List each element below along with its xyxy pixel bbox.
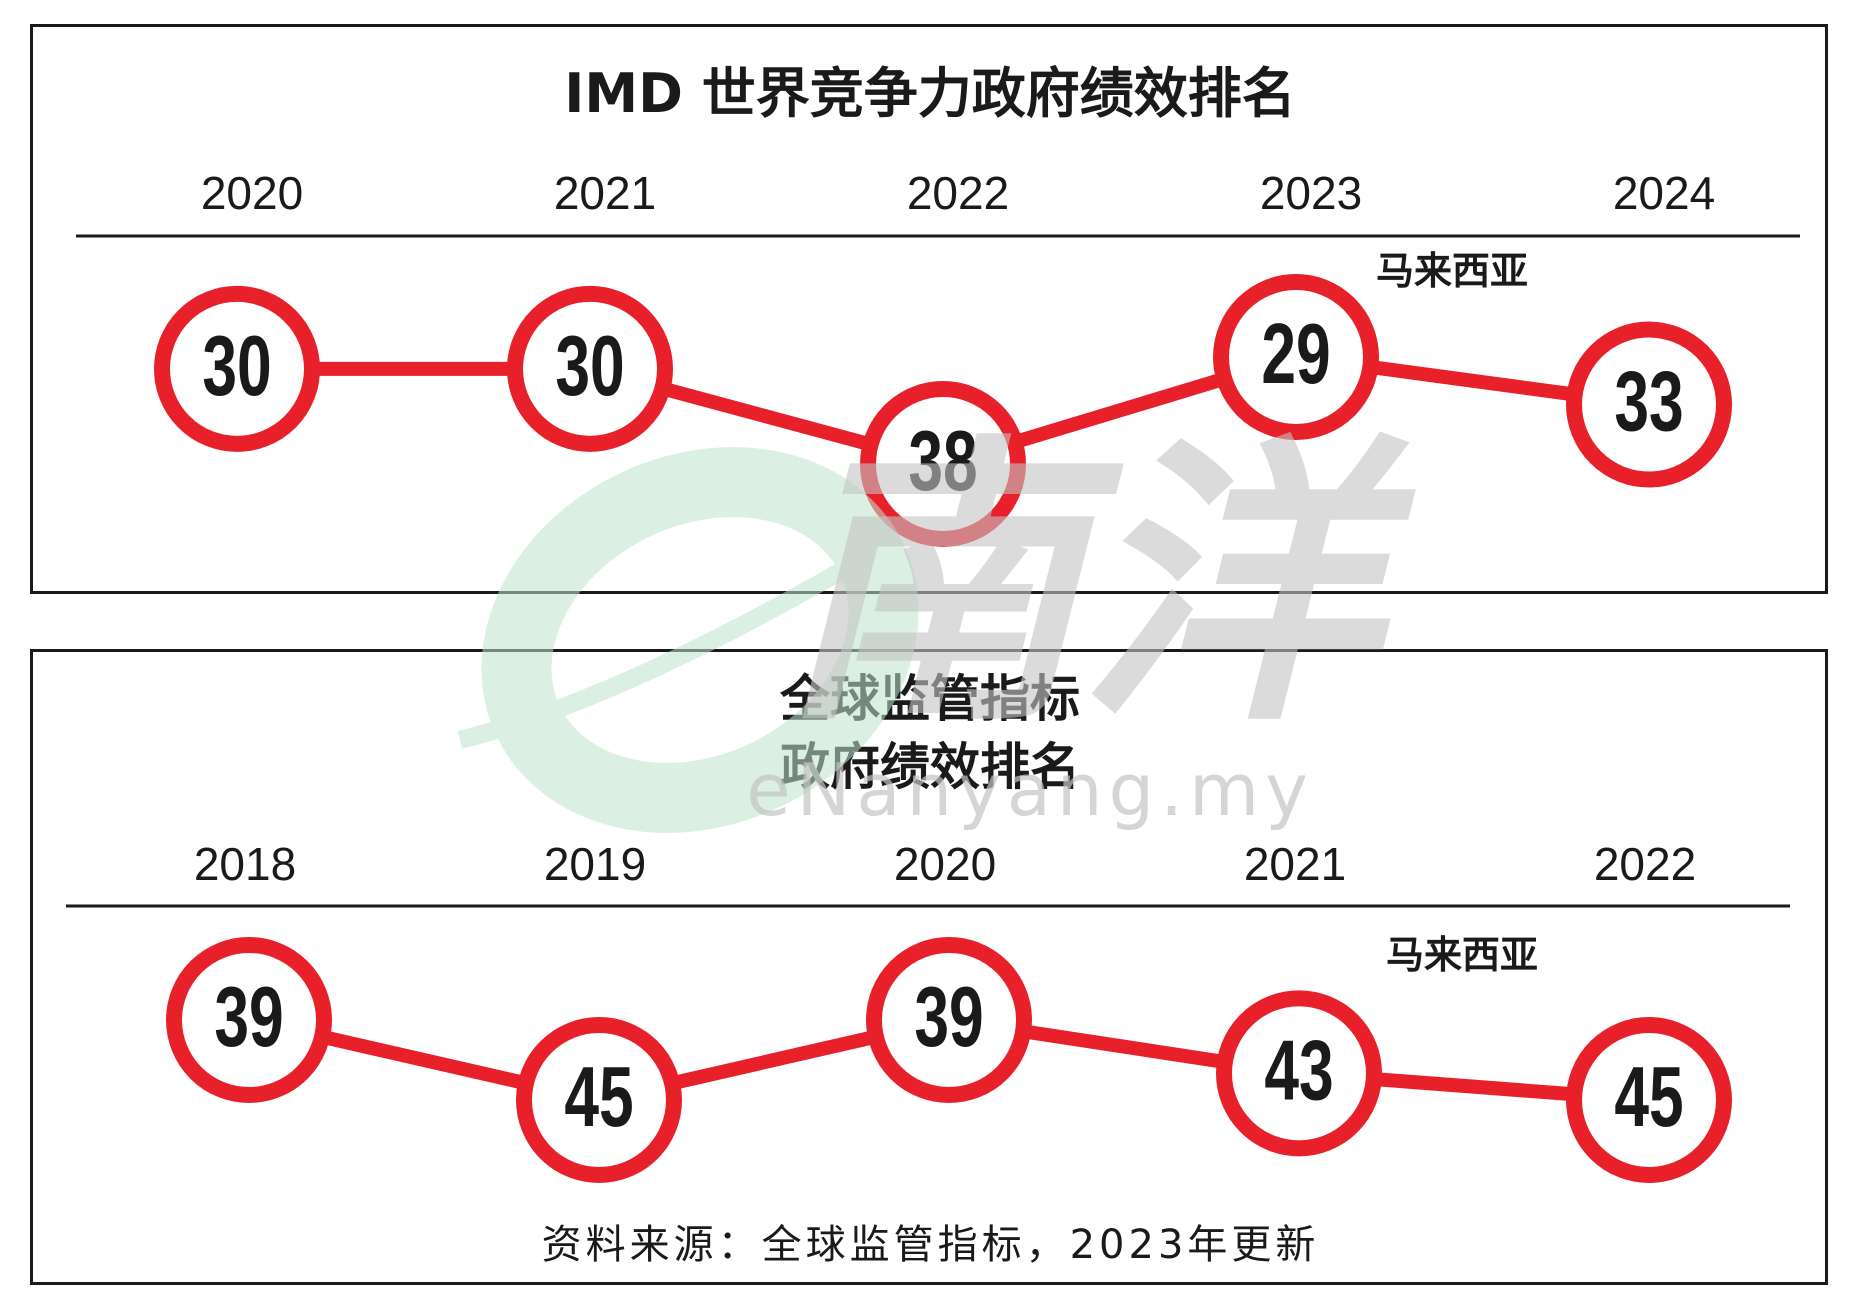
chart-1-x-tick-2021: 2021 bbox=[554, 167, 656, 219]
chart-1-x-tick-2023: 2023 bbox=[1260, 167, 1362, 219]
chart-2-title-line-1: 全球监管指标 bbox=[779, 670, 1080, 728]
chart-2-x-tick-2019: 2019 bbox=[544, 838, 646, 890]
source-note: 资料来源：全球监管指标，2023年更新 bbox=[541, 1222, 1320, 1268]
chart-2-point-2018 bbox=[166, 937, 332, 1103]
chart-1-value-label-2024: 33 bbox=[1614, 353, 1683, 449]
chart-1-title: IMD 世界竞争力政府绩效排名 bbox=[564, 62, 1295, 125]
chart-2-marks: 2018 2019 2020 2021 2022 39 45 39 43 45 bbox=[166, 838, 1732, 1183]
chart-2-value-label-2021: 43 bbox=[1264, 1022, 1333, 1118]
chart-2-point-2022 bbox=[1566, 1017, 1732, 1183]
chart-panel-imd bbox=[30, 24, 1828, 594]
chart-1-value-label-2022: 38 bbox=[908, 412, 977, 508]
chart-2-series-label: 马来西亚 bbox=[1386, 933, 1538, 977]
chart-1-x-tick-2020: 2020 bbox=[201, 167, 303, 219]
chart-1-value-label-2023: 29 bbox=[1261, 305, 1330, 401]
chart-2-value-label-2018: 39 bbox=[214, 968, 283, 1064]
chart-2-x-tick-2022: 2022 bbox=[1594, 838, 1696, 890]
chart-1-point-2020 bbox=[154, 285, 320, 452]
chart-2-value-label-2019: 45 bbox=[564, 1048, 633, 1144]
chart-2-point-2021 bbox=[1216, 990, 1382, 1157]
chart-1-value-label-2020: 30 bbox=[202, 317, 271, 413]
chart-2-point-2019 bbox=[516, 1017, 682, 1183]
chart-1-point-2023 bbox=[1213, 274, 1379, 440]
chart-1-series-label: 马来西亚 bbox=[1376, 249, 1528, 293]
chart-1-point-2021 bbox=[507, 285, 673, 452]
chart-2-value-label-2020: 39 bbox=[914, 968, 983, 1064]
chart-1-x-tick-2024: 2024 bbox=[1613, 167, 1715, 219]
chart-1-marks: 2020 2021 2022 2023 2024 30 30 38 29 33 bbox=[154, 167, 1732, 547]
chart-1-x-tick-2022: 2022 bbox=[907, 167, 1009, 219]
chart-1-value-label-2021: 30 bbox=[555, 317, 624, 413]
chart-1-point-2024 bbox=[1566, 321, 1732, 488]
chart-2-x-tick-2020: 2020 bbox=[894, 838, 996, 890]
chart-2-x-tick-2018: 2018 bbox=[194, 838, 296, 890]
chart-2-x-tick-2021: 2021 bbox=[1244, 838, 1346, 890]
chart-2-point-2020 bbox=[866, 937, 1032, 1103]
chart-2-value-label-2022: 45 bbox=[1614, 1048, 1683, 1144]
chart-panel-wgi bbox=[30, 649, 1828, 1285]
chart-2-title-line-2: 政府绩效排名 bbox=[780, 738, 1080, 796]
